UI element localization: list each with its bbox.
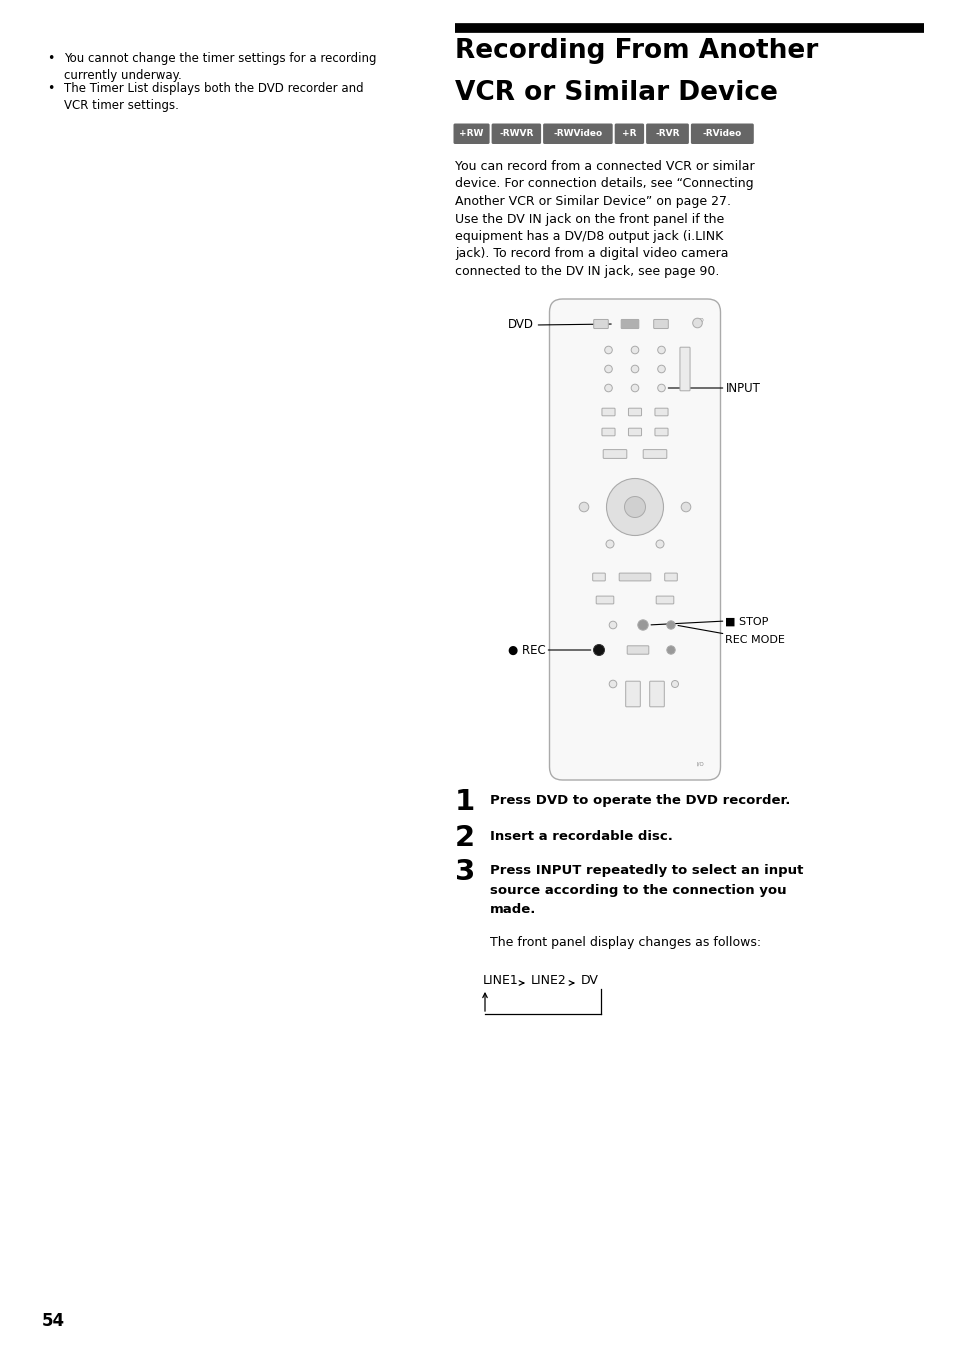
Text: I/O: I/O (696, 316, 703, 322)
Text: LINE2: LINE2 (531, 973, 566, 987)
FancyBboxPatch shape (649, 681, 663, 707)
Text: The front panel display changes as follows:: The front panel display changes as follo… (490, 936, 760, 949)
Circle shape (604, 346, 612, 354)
Circle shape (604, 384, 612, 392)
Circle shape (657, 384, 664, 392)
FancyBboxPatch shape (596, 596, 613, 604)
FancyBboxPatch shape (690, 123, 753, 145)
Text: 2: 2 (455, 823, 475, 852)
Circle shape (666, 621, 675, 629)
Circle shape (593, 645, 604, 656)
Circle shape (578, 502, 588, 512)
Text: I/O: I/O (696, 761, 703, 767)
Circle shape (605, 539, 614, 548)
Text: INPUT: INPUT (724, 381, 760, 395)
Circle shape (692, 318, 701, 327)
FancyBboxPatch shape (602, 450, 626, 458)
FancyBboxPatch shape (642, 450, 666, 458)
FancyBboxPatch shape (618, 573, 650, 581)
Text: Insert a recordable disc.: Insert a recordable disc. (490, 830, 672, 844)
Text: equipment has a DV/D8 output jack (i.LINK: equipment has a DV/D8 output jack (i.LIN… (455, 230, 722, 243)
Text: Press INPUT repeatedly to select an input: Press INPUT repeatedly to select an inpu… (490, 864, 802, 877)
Text: +RW: +RW (459, 130, 483, 138)
Text: 54: 54 (42, 1311, 65, 1330)
Text: jack). To record from a digital video camera: jack). To record from a digital video ca… (455, 247, 728, 261)
Circle shape (609, 621, 617, 629)
Text: device. For connection details, see “Connecting: device. For connection details, see “Con… (455, 177, 753, 191)
FancyBboxPatch shape (592, 573, 604, 581)
FancyBboxPatch shape (453, 123, 489, 145)
Text: Another VCR or Similar Device” on page 27.: Another VCR or Similar Device” on page 2… (455, 195, 730, 208)
Text: -RWVR: -RWVR (498, 130, 533, 138)
Text: Use the DV IN jack on the front panel if the: Use the DV IN jack on the front panel if… (455, 212, 723, 226)
Circle shape (656, 539, 663, 548)
FancyBboxPatch shape (601, 408, 615, 416)
Text: 1: 1 (455, 788, 475, 817)
FancyBboxPatch shape (549, 299, 720, 780)
Text: DV: DV (580, 973, 598, 987)
Text: VCR or Similar Device: VCR or Similar Device (455, 80, 777, 105)
Circle shape (604, 365, 612, 373)
FancyBboxPatch shape (626, 646, 648, 654)
Text: You can record from a connected VCR or similar: You can record from a connected VCR or s… (455, 160, 754, 173)
Circle shape (609, 680, 617, 688)
Circle shape (606, 479, 662, 535)
Circle shape (631, 384, 639, 392)
Text: VCR timer settings.: VCR timer settings. (64, 100, 179, 112)
FancyBboxPatch shape (664, 573, 677, 581)
Text: ■ STOP: ■ STOP (724, 617, 768, 627)
Circle shape (624, 496, 645, 518)
FancyBboxPatch shape (679, 347, 689, 391)
FancyBboxPatch shape (628, 429, 640, 435)
FancyBboxPatch shape (653, 319, 668, 329)
Circle shape (680, 502, 690, 512)
Text: source according to the connection you: source according to the connection you (490, 883, 786, 896)
FancyBboxPatch shape (625, 681, 639, 707)
FancyBboxPatch shape (620, 319, 639, 329)
Circle shape (657, 346, 664, 354)
Circle shape (631, 346, 639, 354)
Text: •: • (47, 82, 54, 95)
Text: made.: made. (490, 903, 536, 917)
Text: connected to the DV IN jack, see page 90.: connected to the DV IN jack, see page 90… (455, 265, 719, 279)
Text: LINE1: LINE1 (482, 973, 518, 987)
FancyBboxPatch shape (542, 123, 612, 145)
Text: •: • (47, 51, 54, 65)
Text: -RVideo: -RVideo (702, 130, 741, 138)
FancyBboxPatch shape (491, 123, 540, 145)
Text: The Timer List displays both the DVD recorder and: The Timer List displays both the DVD rec… (64, 82, 363, 95)
FancyBboxPatch shape (655, 408, 667, 416)
Text: -RWVideo: -RWVideo (553, 130, 602, 138)
FancyBboxPatch shape (614, 123, 643, 145)
FancyBboxPatch shape (593, 319, 608, 329)
Circle shape (671, 680, 678, 688)
Text: You cannot change the timer settings for a recording: You cannot change the timer settings for… (64, 51, 376, 65)
Text: 3: 3 (455, 859, 475, 886)
FancyBboxPatch shape (656, 596, 673, 604)
FancyBboxPatch shape (601, 429, 615, 435)
Circle shape (666, 646, 675, 654)
Circle shape (631, 365, 639, 373)
Text: DVD: DVD (507, 319, 533, 331)
Text: -RVR: -RVR (655, 130, 679, 138)
Circle shape (657, 365, 664, 373)
FancyBboxPatch shape (645, 123, 688, 145)
Text: REC MODE: REC MODE (724, 635, 784, 645)
Text: ● REC: ● REC (507, 644, 545, 657)
Circle shape (638, 619, 647, 630)
Text: currently underway.: currently underway. (64, 69, 182, 82)
Text: +R: +R (621, 130, 636, 138)
FancyBboxPatch shape (655, 429, 667, 435)
Text: Press DVD to operate the DVD recorder.: Press DVD to operate the DVD recorder. (490, 794, 789, 807)
FancyBboxPatch shape (628, 408, 640, 416)
Text: Recording From Another: Recording From Another (455, 38, 818, 64)
